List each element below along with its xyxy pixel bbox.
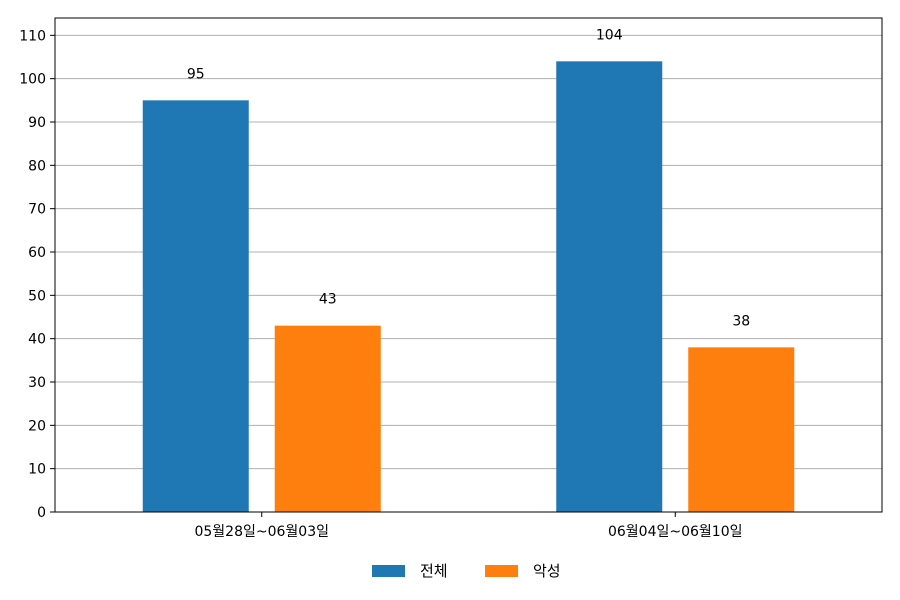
bar-악성-1 [688,347,795,512]
bar-전체-1 [556,61,663,512]
data-label: 38 [732,313,750,329]
plot-area-frame [54,17,883,513]
x-axis-ticks: 05월28일~06월03일 06월04일~06월10일 [194,512,743,540]
bar-악성-0 [274,325,381,512]
y-tick-label: 20 [28,418,46,434]
legend: 전체 악성 [372,562,561,580]
legend-label-0: 전체 [420,562,448,580]
y-tick-label: 10 [28,462,46,478]
data-label: 95 [187,66,205,82]
y-tick-label: 80 [28,158,46,174]
y-tick-label: 110 [19,28,46,44]
x-tick-label: 05월28일~06월03일 [194,524,329,540]
y-tick-label: 30 [28,375,46,391]
y-tick-label: 60 [28,245,46,261]
legend-swatch-1 [485,565,518,577]
y-tick-label: 40 [28,332,46,348]
bars [142,61,795,512]
y-tick-label: 0 [37,505,46,521]
x-tick-label: 06월04일~06월10일 [608,524,743,540]
bar-전체-0 [142,100,249,512]
data-label: 104 [596,27,623,43]
y-axis-ticks: 0 10 20 30 40 50 60 70 80 90 100 110 [19,28,55,521]
legend-swatch-0 [372,565,405,577]
data-labels: 95 43 104 38 [187,27,750,329]
data-label: 43 [319,292,337,308]
y-tick-label: 100 [19,72,46,88]
y-tick-label: 50 [28,288,46,304]
y-tick-label: 90 [28,115,46,131]
y-tick-label: 70 [28,202,46,218]
legend-label-1: 악성 [533,562,561,580]
